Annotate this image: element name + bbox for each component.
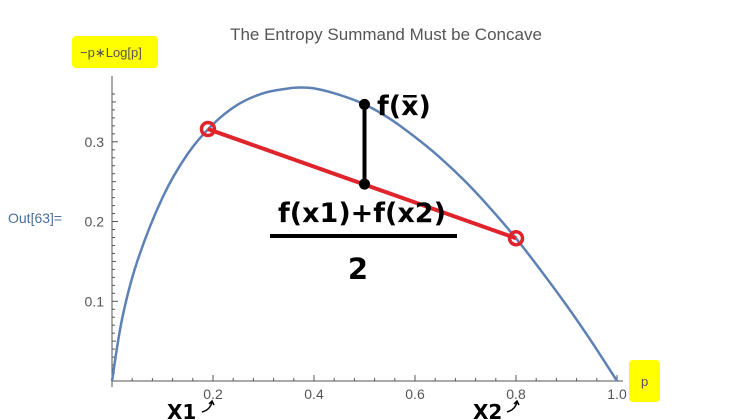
secant-endpoint-x2	[507, 230, 525, 247]
gap-top-point	[359, 98, 370, 110]
x1-marker-label: X1	[167, 400, 196, 420]
chart-title: The Entropy Summand Must be Concave	[230, 25, 542, 44]
fraction-denominator: 2	[348, 252, 368, 286]
x2-marker-label: X2	[473, 400, 502, 420]
annotation-layer: f(x̅) f(x1)+f(x2) 2 X1 X2	[167, 91, 520, 420]
x-axis-label: p	[641, 374, 648, 389]
y-tick-label: 0.3	[85, 134, 105, 150]
output-cell-label: Out[63]=	[8, 210, 62, 226]
x2-arrow-icon	[506, 399, 520, 413]
y-tick-label: 0.1	[85, 293, 105, 309]
ticks: 0.2 0.4 0.6 0.8 1.0 0.1 0.2 0.3	[85, 93, 627, 402]
xlabel-highlight	[629, 360, 660, 402]
secant-average-label: f(x1)+f(x2)	[278, 198, 446, 229]
entropy-curve	[110, 86, 619, 382]
fx-label: f(x̅)	[377, 91, 431, 122]
ylabel-highlight	[72, 36, 158, 68]
secant-endpoint-x1	[199, 120, 217, 138]
x-tick-label: 0.2	[203, 386, 223, 402]
gap-bottom-point	[359, 178, 370, 190]
series-layer	[110, 86, 619, 382]
x1-arrow-icon	[201, 399, 215, 413]
x-tick-label: 0.6	[405, 386, 425, 402]
axes	[111, 76, 623, 387]
y-tick-label: 0.2	[85, 214, 105, 230]
x-tick-label: 0.4	[304, 386, 324, 402]
x-tick-label: 1.0	[607, 386, 627, 402]
x-tick-label: 0.8	[506, 386, 526, 402]
y-axis-label: −p∗Log[p]	[80, 45, 142, 60]
